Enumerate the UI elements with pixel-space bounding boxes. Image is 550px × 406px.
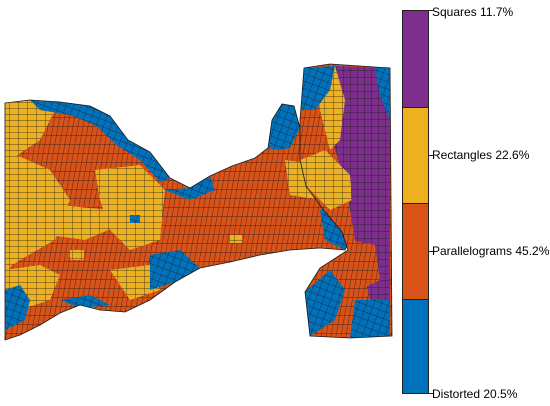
colorbar-tick bbox=[429, 393, 433, 394]
legend-label-distorted: Distorted 20.5% bbox=[432, 387, 518, 401]
colorbar-segment-parallelograms bbox=[403, 203, 428, 299]
colorbar-tick bbox=[429, 155, 433, 156]
quad-mesh-diagram bbox=[4, 63, 393, 341]
mesh-right-region bbox=[300, 64, 392, 338]
legend-label-parallelograms: Parallelograms 45.2% bbox=[432, 244, 550, 258]
legend-label-rectangles: Rectangles 22.6% bbox=[432, 148, 530, 162]
colorbar-segment-squares bbox=[403, 11, 428, 107]
colorbar bbox=[402, 10, 429, 394]
colorbar-tick bbox=[429, 251, 433, 252]
legend-label-squares: Squares 11.7% bbox=[432, 5, 514, 19]
colorbar-segment-rectangles bbox=[403, 107, 428, 203]
mesh-right-outline bbox=[299, 63, 393, 339]
colorbar-segment-distorted bbox=[403, 299, 428, 393]
colorbar-tick bbox=[429, 10, 433, 11]
